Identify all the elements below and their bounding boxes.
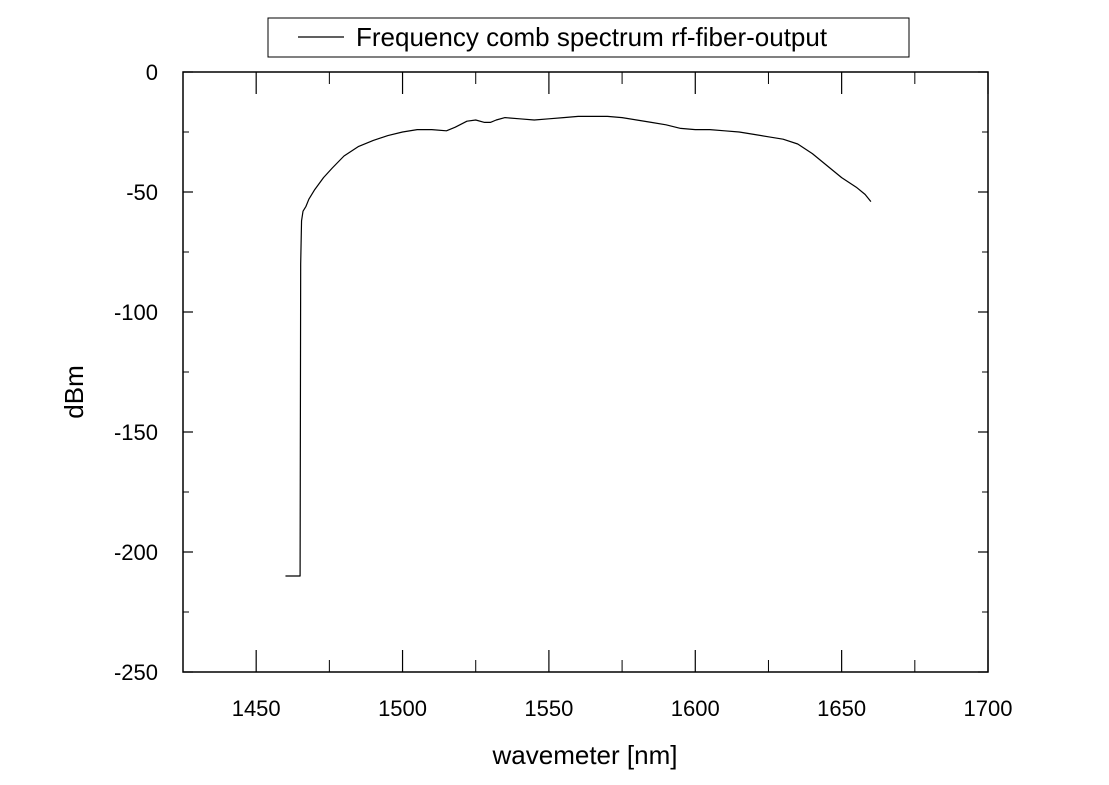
y-tick-label: -250 <box>114 660 158 685</box>
y-tick-label: -200 <box>114 540 158 565</box>
x-tick-label: 1600 <box>671 696 720 721</box>
plot-frame <box>182 71 989 673</box>
y-axis-tick-labels: 0 -50 -100 -150 -200 -250 <box>114 60 158 685</box>
x-axis-label: wavemeter [nm] <box>492 740 678 770</box>
x-tick-label: 1650 <box>817 696 866 721</box>
series-line-frequency-comb <box>285 115 872 577</box>
legend-label: Frequency comb spectrum rf-fiber-output <box>356 22 828 52</box>
y-tick-label: -50 <box>126 180 158 205</box>
x-tick-label: 1500 <box>378 696 427 721</box>
series-group <box>285 115 872 577</box>
y-tick-label: -150 <box>114 420 158 445</box>
x-tick-label: 1700 <box>964 696 1013 721</box>
x-axis-tick-labels: 1450 1500 1550 1600 1650 1700 <box>232 696 1013 721</box>
x-tick-label: 1450 <box>232 696 281 721</box>
legend: Frequency comb spectrum rf-fiber-output <box>267 17 910 58</box>
y-tick-label: -100 <box>114 300 158 325</box>
y-axis-label: dBm <box>59 365 89 418</box>
legend-box <box>267 17 910 58</box>
y-tick-label: 0 <box>146 60 158 85</box>
x-tick-label: 1550 <box>524 696 573 721</box>
x-axis-ticks <box>182 72 989 672</box>
y-axis-ticks <box>183 71 988 673</box>
